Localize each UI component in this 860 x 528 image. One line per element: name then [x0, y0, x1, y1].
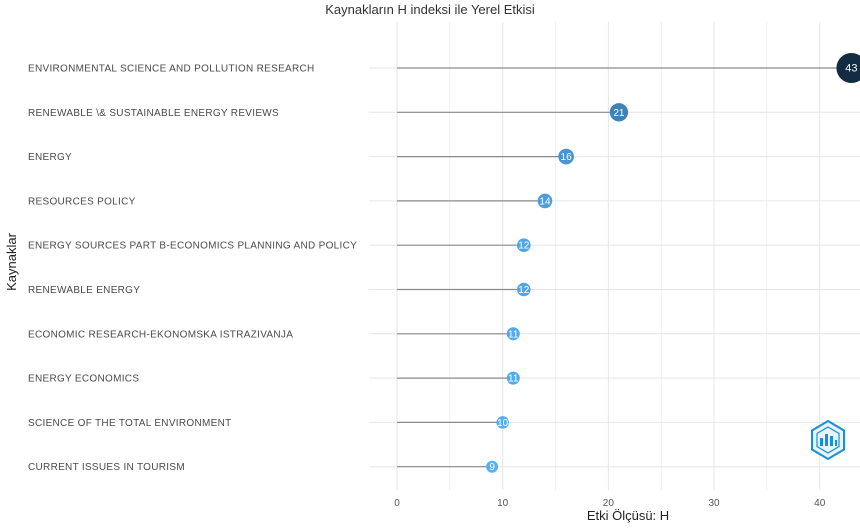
- x-tick-label: 0: [394, 498, 400, 509]
- category-label: RENEWABLE ENERGY: [28, 285, 140, 296]
- point-value-label: 11: [508, 329, 519, 340]
- point-value-label: 21: [613, 108, 625, 119]
- lollipop-point: [506, 327, 520, 341]
- point-value-label: 43: [845, 63, 857, 75]
- lollipop-point: [517, 282, 531, 297]
- point-value-label: 16: [561, 152, 573, 163]
- category-label: ENVIRONMENTAL SCIENCE AND POLLUTION RESE…: [28, 64, 315, 75]
- lollipop-point: [836, 53, 860, 83]
- lollipop-point: [609, 103, 629, 122]
- x-axis-title: Etki Ölçüsü: H: [587, 508, 669, 523]
- category-label: SCIENCE OF THE TOTAL ENVIRONMENT: [28, 418, 232, 429]
- lollipop-point: [506, 371, 520, 385]
- lollipop-point: [558, 148, 574, 165]
- category-label: ENERGY SOURCES PART B-ECONOMICS PLANNING…: [28, 241, 357, 252]
- lollipop-point: [517, 238, 531, 252]
- category-label: ECONOMIC RESEARCH-EKONOMSKA ISTRAZIVANJA: [28, 329, 293, 340]
- category-label: ENERGY ECONOMICS: [28, 374, 139, 385]
- lollipop-segments: [397, 67, 852, 468]
- lollipop-point: [537, 193, 553, 209]
- point-value-label: 14: [539, 196, 551, 207]
- x-tick-label: 40: [814, 498, 826, 509]
- lollipop-points: 43 21 16 14 12 12 11 11 10 9: [486, 53, 860, 473]
- grid-lines: [369, 22, 860, 490]
- category-labels: ENVIRONMENTAL SCIENCE AND POLLUTION RESE…: [28, 64, 357, 474]
- x-tick-labels: 0 10 20 30 40: [394, 498, 826, 509]
- bibliometrix-logo-icon: [811, 419, 845, 461]
- category-label: CURRENT ISSUES IN TOURISM: [28, 462, 185, 473]
- x-tick-label: 30: [708, 498, 720, 509]
- category-label: RESOURCES POLICY: [28, 196, 136, 207]
- point-value-label: 9: [489, 462, 495, 473]
- lollipop-point: [496, 416, 509, 429]
- point-value-label: 11: [508, 374, 519, 385]
- category-label: ENERGY: [28, 152, 72, 163]
- x-tick-label: 20: [603, 498, 615, 509]
- point-value-label: 12: [518, 285, 530, 296]
- point-value-label: 10: [497, 418, 509, 429]
- y-axis-title: Kaynaklar: [4, 232, 19, 290]
- point-value-label: 12: [518, 241, 530, 252]
- lollipop-point: [486, 460, 499, 473]
- x-tick-label: 10: [497, 498, 509, 509]
- category-label: RENEWABLE \& SUSTAINABLE ENERGY REVIEWS: [28, 108, 279, 119]
- chart-title: Kaynakların H indeksi ile Yerel Etkisi: [325, 2, 535, 17]
